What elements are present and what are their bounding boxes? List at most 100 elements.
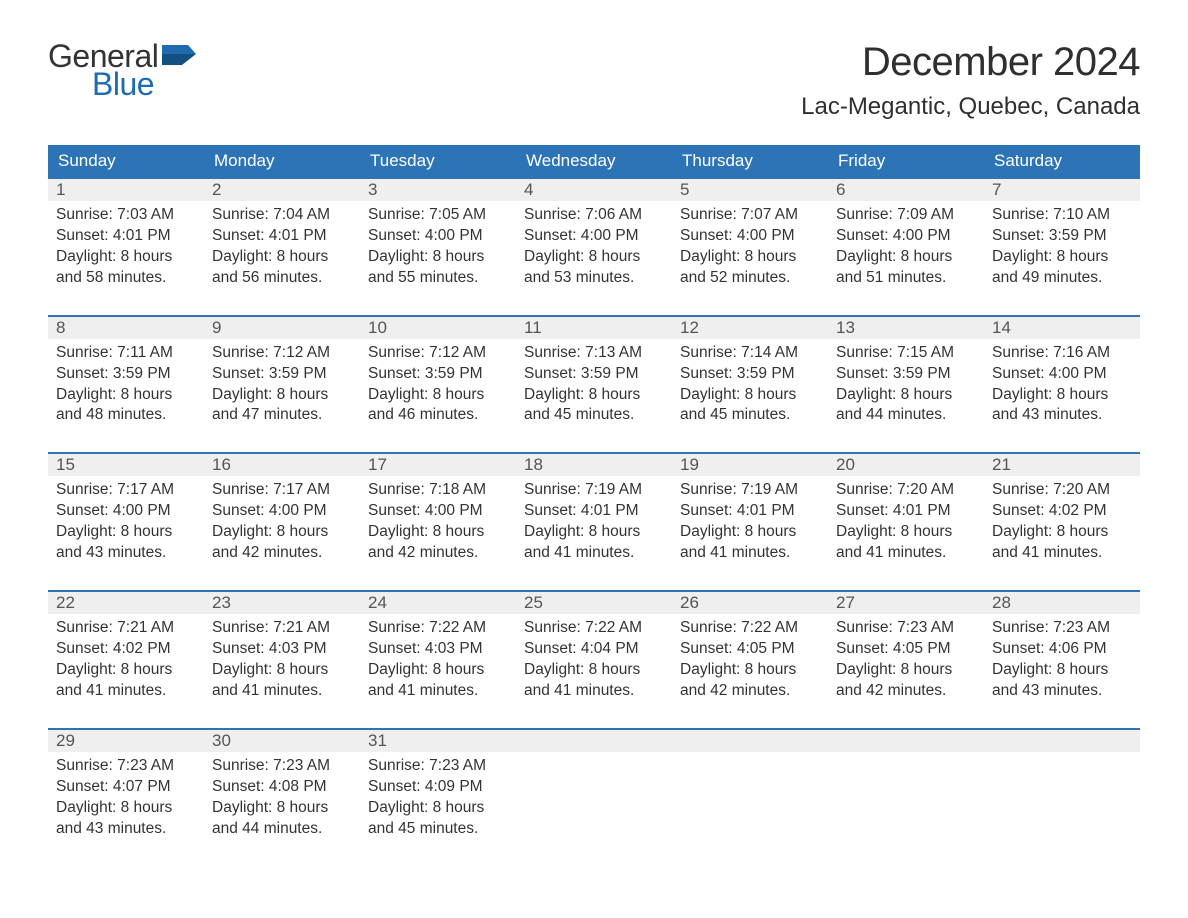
- daylight-line1: Daylight: 8 hours: [680, 522, 820, 543]
- day-cell: 7Sunrise: 7:10 AMSunset: 3:59 PMDaylight…: [984, 179, 1140, 289]
- daylight-line2: and 56 minutes.: [212, 268, 352, 289]
- day-number: 27: [828, 592, 984, 614]
- sunset-text: Sunset: 4:00 PM: [836, 226, 976, 247]
- sunrise-text: Sunrise: 7:17 AM: [56, 480, 196, 501]
- day-body: Sunrise: 7:10 AMSunset: 3:59 PMDaylight:…: [984, 201, 1140, 289]
- sunrise-text: Sunrise: 7:06 AM: [524, 205, 664, 226]
- daylight-line1: Daylight: 8 hours: [992, 522, 1132, 543]
- day-body: Sunrise: 7:17 AMSunset: 4:00 PMDaylight:…: [204, 476, 360, 564]
- calendar: Sunday Monday Tuesday Wednesday Thursday…: [48, 145, 1140, 839]
- daylight-line1: Daylight: 8 hours: [56, 247, 196, 268]
- daylight-line1: Daylight: 8 hours: [56, 385, 196, 406]
- day-cell: 31Sunrise: 7:23 AMSunset: 4:09 PMDayligh…: [360, 730, 516, 840]
- sunset-text: Sunset: 4:00 PM: [992, 364, 1132, 385]
- sunrise-text: Sunrise: 7:13 AM: [524, 343, 664, 364]
- day-body: Sunrise: 7:23 AMSunset: 4:08 PMDaylight:…: [204, 752, 360, 840]
- daylight-line2: and 52 minutes.: [680, 268, 820, 289]
- daylight-line1: Daylight: 8 hours: [836, 385, 976, 406]
- week-row: 8Sunrise: 7:11 AMSunset: 3:59 PMDaylight…: [48, 315, 1140, 427]
- day-body: Sunrise: 7:23 AMSunset: 4:09 PMDaylight:…: [360, 752, 516, 840]
- daylight-line2: and 43 minutes.: [992, 405, 1132, 426]
- sunset-text: Sunset: 4:01 PM: [56, 226, 196, 247]
- daylight-line1: Daylight: 8 hours: [56, 798, 196, 819]
- day-body: Sunrise: 7:22 AMSunset: 4:04 PMDaylight:…: [516, 614, 672, 702]
- sunset-text: Sunset: 4:05 PM: [680, 639, 820, 660]
- day-cell: 2Sunrise: 7:04 AMSunset: 4:01 PMDaylight…: [204, 179, 360, 289]
- day-number: 12: [672, 317, 828, 339]
- day-number: 2: [204, 179, 360, 201]
- sunset-text: Sunset: 4:01 PM: [680, 501, 820, 522]
- day-body: Sunrise: 7:17 AMSunset: 4:00 PMDaylight:…: [48, 476, 204, 564]
- day-body: Sunrise: 7:13 AMSunset: 3:59 PMDaylight:…: [516, 339, 672, 427]
- day-cell: 8Sunrise: 7:11 AMSunset: 3:59 PMDaylight…: [48, 317, 204, 427]
- day-body: Sunrise: 7:15 AMSunset: 3:59 PMDaylight:…: [828, 339, 984, 427]
- day-body: Sunrise: 7:04 AMSunset: 4:01 PMDaylight:…: [204, 201, 360, 289]
- sunset-text: Sunset: 3:59 PM: [680, 364, 820, 385]
- daylight-line1: Daylight: 8 hours: [368, 798, 508, 819]
- daylight-line2: and 41 minutes.: [212, 681, 352, 702]
- sunrise-text: Sunrise: 7:20 AM: [992, 480, 1132, 501]
- sunrise-text: Sunrise: 7:05 AM: [368, 205, 508, 226]
- daylight-line2: and 43 minutes.: [56, 819, 196, 840]
- sunrise-text: Sunrise: 7:23 AM: [368, 756, 508, 777]
- brand-word2: Blue: [92, 68, 196, 100]
- day-cell: 24Sunrise: 7:22 AMSunset: 4:03 PMDayligh…: [360, 592, 516, 702]
- day-body: Sunrise: 7:18 AMSunset: 4:00 PMDaylight:…: [360, 476, 516, 564]
- daylight-line1: Daylight: 8 hours: [836, 522, 976, 543]
- day-number: 10: [360, 317, 516, 339]
- day-number: 25: [516, 592, 672, 614]
- sunrise-text: Sunrise: 7:21 AM: [56, 618, 196, 639]
- sunset-text: Sunset: 4:00 PM: [212, 501, 352, 522]
- day-number: 19: [672, 454, 828, 476]
- day-number: .: [672, 730, 828, 752]
- day-number: .: [984, 730, 1140, 752]
- day-number: 8: [48, 317, 204, 339]
- day-number: 14: [984, 317, 1140, 339]
- day-body: Sunrise: 7:16 AMSunset: 4:00 PMDaylight:…: [984, 339, 1140, 427]
- week-row: 29Sunrise: 7:23 AMSunset: 4:07 PMDayligh…: [48, 728, 1140, 840]
- daylight-line1: Daylight: 8 hours: [212, 798, 352, 819]
- day-body: Sunrise: 7:23 AMSunset: 4:07 PMDaylight:…: [48, 752, 204, 840]
- day-cell: 26Sunrise: 7:22 AMSunset: 4:05 PMDayligh…: [672, 592, 828, 702]
- page-title: December 2024: [801, 40, 1140, 85]
- dow-cell: Friday: [828, 145, 984, 177]
- daylight-line2: and 41 minutes.: [680, 543, 820, 564]
- day-number: 16: [204, 454, 360, 476]
- day-body: Sunrise: 7:12 AMSunset: 3:59 PMDaylight:…: [204, 339, 360, 427]
- sunrise-text: Sunrise: 7:12 AM: [368, 343, 508, 364]
- sunrise-text: Sunrise: 7:12 AM: [212, 343, 352, 364]
- sunset-text: Sunset: 4:04 PM: [524, 639, 664, 660]
- day-cell: 12Sunrise: 7:14 AMSunset: 3:59 PMDayligh…: [672, 317, 828, 427]
- day-cell: 25Sunrise: 7:22 AMSunset: 4:04 PMDayligh…: [516, 592, 672, 702]
- sunset-text: Sunset: 4:02 PM: [56, 639, 196, 660]
- daylight-line2: and 44 minutes.: [212, 819, 352, 840]
- daylight-line2: and 42 minutes.: [836, 681, 976, 702]
- daylight-line2: and 58 minutes.: [56, 268, 196, 289]
- day-number: 4: [516, 179, 672, 201]
- daylight-line1: Daylight: 8 hours: [56, 660, 196, 681]
- day-number: 5: [672, 179, 828, 201]
- day-number: 15: [48, 454, 204, 476]
- daylight-line1: Daylight: 8 hours: [212, 247, 352, 268]
- daylight-line1: Daylight: 8 hours: [368, 247, 508, 268]
- sunrise-text: Sunrise: 7:11 AM: [56, 343, 196, 364]
- day-cell: 20Sunrise: 7:20 AMSunset: 4:01 PMDayligh…: [828, 454, 984, 564]
- sunset-text: Sunset: 4:01 PM: [524, 501, 664, 522]
- day-cell: 10Sunrise: 7:12 AMSunset: 3:59 PMDayligh…: [360, 317, 516, 427]
- day-cell: 14Sunrise: 7:16 AMSunset: 4:00 PMDayligh…: [984, 317, 1140, 427]
- daylight-line1: Daylight: 8 hours: [212, 385, 352, 406]
- daylight-line2: and 43 minutes.: [56, 543, 196, 564]
- sunset-text: Sunset: 3:59 PM: [212, 364, 352, 385]
- day-body: Sunrise: 7:06 AMSunset: 4:00 PMDaylight:…: [516, 201, 672, 289]
- day-number: 7: [984, 179, 1140, 201]
- daylight-line1: Daylight: 8 hours: [368, 522, 508, 543]
- day-number: 3: [360, 179, 516, 201]
- daylight-line2: and 55 minutes.: [368, 268, 508, 289]
- daylight-line1: Daylight: 8 hours: [992, 247, 1132, 268]
- daylight-line2: and 45 minutes.: [680, 405, 820, 426]
- sunrise-text: Sunrise: 7:14 AM: [680, 343, 820, 364]
- dow-cell: Wednesday: [516, 145, 672, 177]
- brand-logo: General Blue: [48, 40, 196, 100]
- day-cell: 4Sunrise: 7:06 AMSunset: 4:00 PMDaylight…: [516, 179, 672, 289]
- day-body: Sunrise: 7:12 AMSunset: 3:59 PMDaylight:…: [360, 339, 516, 427]
